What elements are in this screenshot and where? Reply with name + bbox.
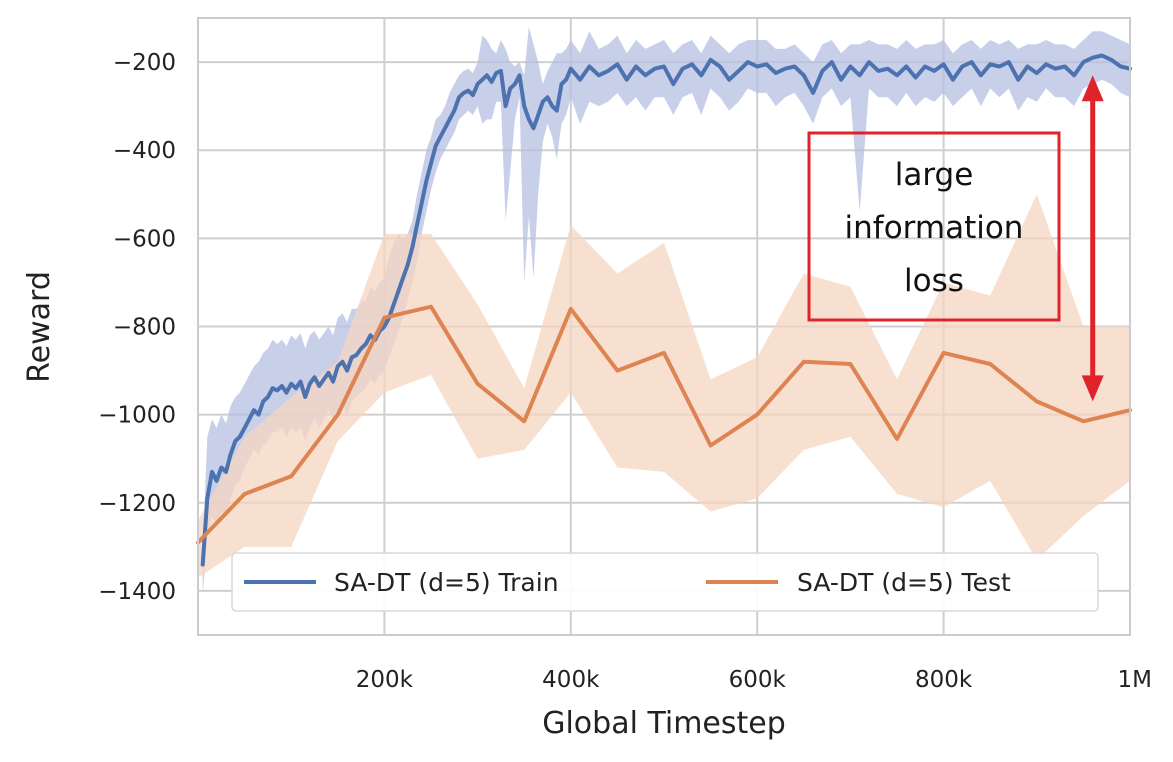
y-tick-label: −200 — [113, 50, 176, 76]
y-tick-label: −1000 — [98, 403, 176, 429]
arrow-head-up — [1081, 75, 1104, 102]
legend-box — [231, 552, 1099, 612]
x-axis-label: Global Timestep — [542, 706, 786, 741]
confidence-bands — [198, 26, 1130, 596]
legend: SA-DT (d=5) Train SA-DT (d=5) Test — [231, 552, 1099, 612]
y-axis-label: Reward — [22, 271, 57, 383]
legend-label-test: SA-DT (d=5) Test — [797, 568, 1011, 597]
train-band — [202, 26, 1130, 596]
y-tick-label: −600 — [113, 226, 176, 252]
annotation-line-3: loss — [904, 263, 964, 299]
test-line — [196, 304, 1132, 545]
annotation: large information loss — [807, 75, 1104, 402]
annotation-line-1: large — [895, 157, 974, 193]
annotation-line-2: information — [845, 210, 1024, 246]
plot-frame — [197, 17, 1131, 636]
annotation-box — [807, 131, 1061, 322]
legend-label-train: SA-DT (d=5) Train — [334, 568, 559, 597]
double-arrow-icon — [1081, 75, 1104, 402]
x-tick-label: 200k — [356, 667, 414, 693]
x-tick-label: 1M — [1118, 667, 1152, 693]
x-tick-label: 800k — [915, 667, 973, 693]
y-tick-label: −1200 — [98, 491, 176, 517]
y-tick-label: −400 — [113, 138, 176, 164]
series-lines — [196, 53, 1132, 567]
arrow-head-down — [1081, 375, 1104, 402]
train-line — [200, 53, 1132, 567]
y-tick-label: −1400 — [98, 579, 176, 605]
x-tick-label: 400k — [542, 667, 600, 693]
y-tick-label: −800 — [113, 315, 176, 341]
test-band — [198, 194, 1130, 578]
x-tick-label: 600k — [729, 667, 787, 693]
tick-labels: −200 −400 −600 −800 −1000 −1200 −1400 200k 400k 6… — [98, 50, 1152, 693]
